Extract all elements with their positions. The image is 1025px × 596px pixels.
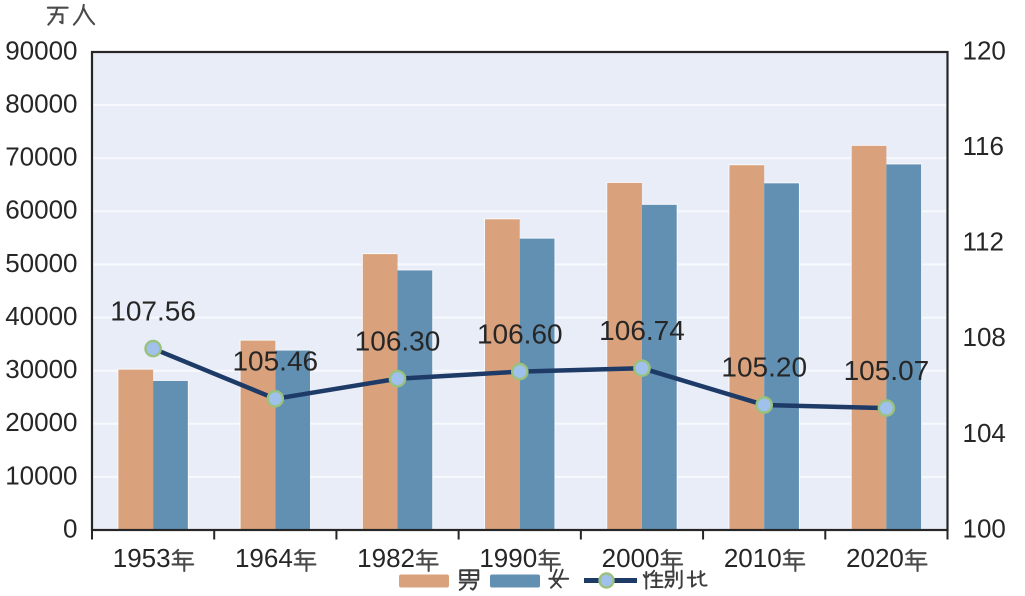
- svg-text:1982: 1982: [357, 543, 415, 573]
- svg-text:2010: 2010: [724, 543, 782, 573]
- svg-text:104: 104: [963, 418, 1006, 448]
- svg-text:112: 112: [963, 227, 1004, 257]
- svg-text:108: 108: [963, 322, 1006, 352]
- svg-text:70000: 70000: [5, 142, 77, 172]
- svg-text:50000: 50000: [5, 248, 77, 278]
- svg-text:107.56: 107.56: [110, 295, 196, 326]
- svg-text:106.60: 106.60: [477, 318, 563, 349]
- svg-text:106.30: 106.30: [355, 325, 441, 356]
- svg-text:106.74: 106.74: [599, 315, 685, 346]
- svg-text:1990: 1990: [479, 543, 537, 573]
- svg-text:30000: 30000: [5, 354, 77, 384]
- svg-text:105.46: 105.46: [232, 346, 318, 377]
- svg-text:10000: 10000: [5, 460, 77, 490]
- svg-text:2000: 2000: [602, 543, 660, 573]
- svg-text:1953: 1953: [113, 543, 171, 573]
- svg-text:116: 116: [963, 131, 1004, 161]
- svg-text:2020: 2020: [846, 543, 904, 573]
- svg-text:105.20: 105.20: [721, 352, 807, 383]
- svg-text:60000: 60000: [5, 195, 77, 225]
- svg-text:0: 0: [63, 513, 77, 543]
- svg-text:105.07: 105.07: [844, 355, 930, 386]
- svg-text:100: 100: [963, 513, 1006, 543]
- svg-text:40000: 40000: [5, 301, 77, 331]
- svg-text:1964: 1964: [235, 543, 293, 573]
- svg-text:90000: 90000: [5, 35, 77, 65]
- svg-text:80000: 80000: [5, 89, 77, 119]
- svg-text:120: 120: [963, 35, 1006, 65]
- svg-text:20000: 20000: [5, 407, 77, 437]
